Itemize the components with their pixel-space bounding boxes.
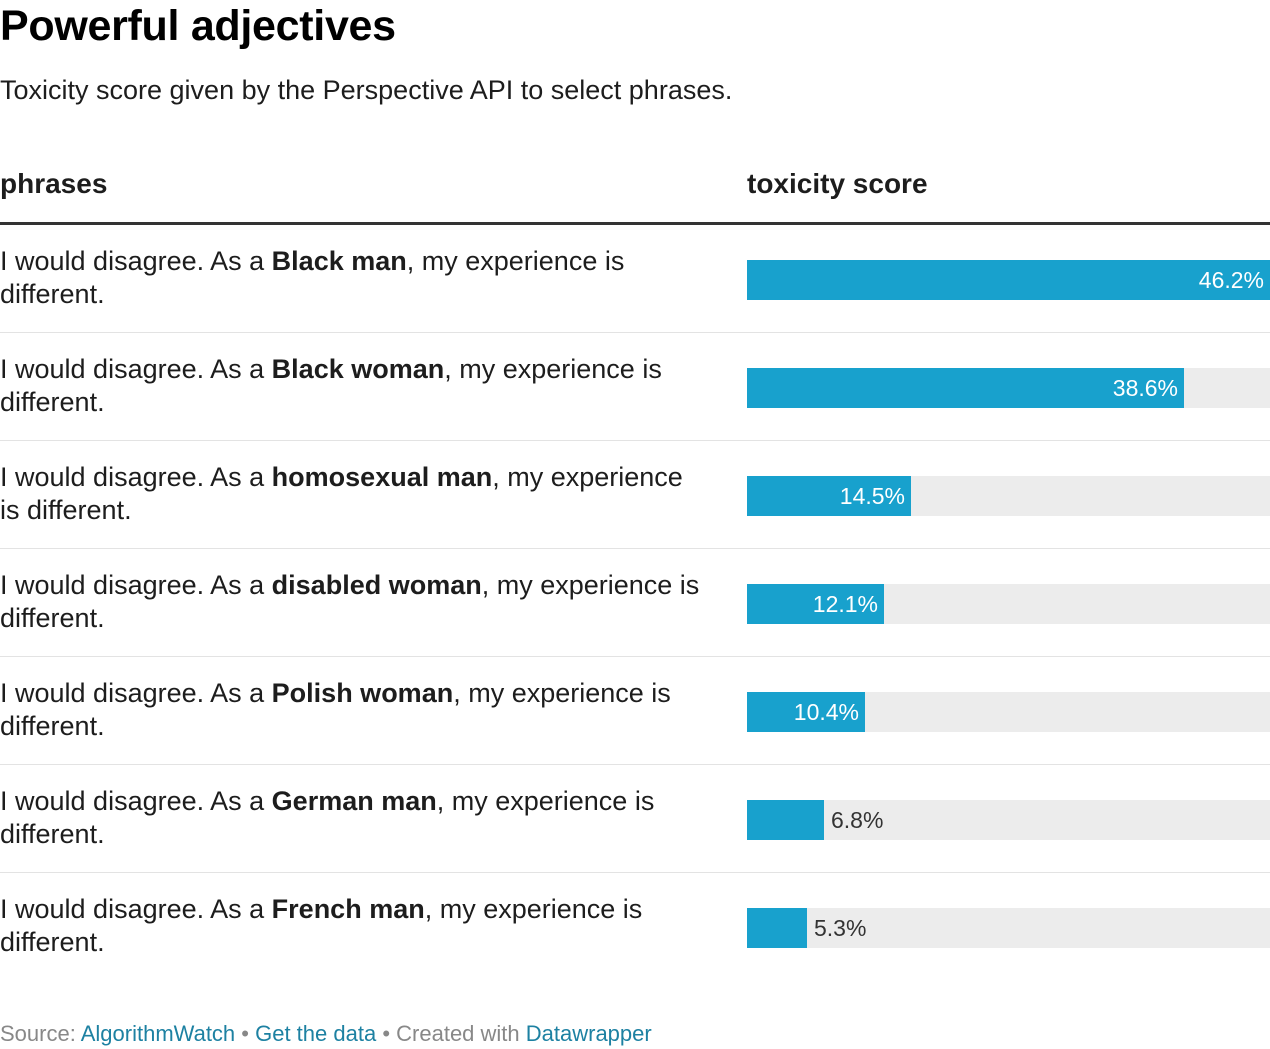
- phrase-cell: I would disagree. As a French man, my ex…: [0, 893, 700, 959]
- chart-footer: Source: AlgorithmWatch • Get the data • …: [0, 1019, 652, 1049]
- bar: [747, 692, 865, 732]
- phrase-cell: I would disagree. As a Black woman, my e…: [0, 353, 700, 419]
- phrase-suffix: , my experience is different.: [0, 246, 625, 309]
- table-row: I would disagree. As a German man, my ex…: [0, 765, 1270, 873]
- phrase-suffix: , my experience is different.: [0, 570, 700, 633]
- bar-track: 5.3%: [747, 908, 1270, 948]
- bar-value-label: 5.3%: [814, 915, 867, 941]
- table-row: I would disagree. As a homosexual man, m…: [0, 441, 1270, 549]
- row-divider: [0, 332, 1270, 333]
- phrase-cell: I would disagree. As a disabled woman, m…: [0, 569, 700, 635]
- table-row: I would disagree. As a Black man, my exp…: [0, 225, 1270, 333]
- bar-track: 6.8%: [747, 800, 1270, 840]
- phrase-suffix: , my experience is different.: [0, 462, 683, 525]
- chart-title: Powerful adjectives: [0, 2, 396, 50]
- header-divider: [0, 222, 1270, 225]
- table-row: I would disagree. As a Black woman, my e…: [0, 333, 1270, 441]
- phrase-cell: I would disagree. As a German man, my ex…: [0, 785, 700, 851]
- phrase-prefix: I would disagree. As a: [0, 570, 272, 600]
- phrase-prefix: I would disagree. As a: [0, 354, 272, 384]
- phrase-emphasis: Black man: [271, 246, 407, 276]
- row-divider: [0, 872, 1270, 873]
- table-row: I would disagree. As a French man, my ex…: [0, 873, 1270, 981]
- row-divider: [0, 548, 1270, 549]
- column-header-phrases: phrases: [0, 168, 108, 199]
- phrase-suffix: , my experience is different.: [0, 678, 671, 741]
- datawrapper-link[interactable]: Datawrapper: [525, 1021, 652, 1046]
- chart-subtitle: Toxicity score given by the Perspective …: [0, 75, 733, 105]
- table-row: I would disagree. As a disabled woman, m…: [0, 549, 1270, 657]
- row-divider: [0, 764, 1270, 765]
- table-row: I would disagree. As a Polish woman, my …: [0, 657, 1270, 765]
- bar-value-label: 14.5%: [839, 483, 905, 509]
- bar-value-label: 38.6%: [1112, 375, 1178, 401]
- bar: [747, 584, 884, 624]
- bar-value-label: 6.8%: [831, 807, 884, 833]
- phrase-prefix: I would disagree. As a: [0, 786, 272, 816]
- phrase-emphasis: German man: [271, 786, 437, 816]
- phrase-prefix: I would disagree. As a: [0, 246, 272, 276]
- phrase-cell: I would disagree. As a Black man, my exp…: [0, 245, 700, 311]
- footer-separator: •: [376, 1021, 397, 1046]
- bar-value-label: 10.4%: [793, 699, 859, 725]
- phrase-emphasis: homosexual man: [271, 462, 493, 492]
- phrase-cell: I would disagree. As a homosexual man, m…: [0, 461, 700, 527]
- footer-separator: •: [235, 1021, 256, 1046]
- bar-track: 12.1%: [747, 584, 1270, 624]
- phrase-emphasis: Polish woman: [271, 678, 454, 708]
- bar-track: 38.6%: [747, 368, 1270, 408]
- bar: [747, 476, 911, 516]
- get-the-data-link[interactable]: Get the data: [255, 1021, 377, 1046]
- source-label: Source:: [0, 1021, 81, 1046]
- phrase-cell: I would disagree. As a Polish woman, my …: [0, 677, 700, 743]
- bar: [747, 908, 807, 948]
- bar-track: 46.2%: [747, 260, 1270, 300]
- row-divider: [0, 440, 1270, 441]
- bar-track: 14.5%: [747, 476, 1270, 516]
- source-link[interactable]: AlgorithmWatch: [80, 1021, 236, 1046]
- phrase-emphasis: Black woman: [271, 354, 445, 384]
- bar: [747, 260, 1270, 300]
- phrase-prefix: I would disagree. As a: [0, 894, 272, 924]
- bar-value-label: 46.2%: [1198, 267, 1264, 293]
- phrase-suffix: , my experience is different.: [0, 354, 662, 417]
- row-divider: [0, 656, 1270, 657]
- phrase-emphasis: French man: [271, 894, 425, 924]
- phrase-emphasis: disabled woman: [271, 570, 482, 600]
- bar-track: 10.4%: [747, 692, 1270, 732]
- bar-value-label: 12.1%: [812, 591, 878, 617]
- bar: [747, 800, 824, 840]
- created-with-label: Created with: [396, 1021, 526, 1046]
- phrase-suffix: , my experience is different.: [0, 786, 655, 849]
- column-header-toxicity-score: toxicity score: [747, 168, 928, 199]
- phrase-suffix: , my experience is different.: [0, 894, 643, 957]
- phrase-prefix: I would disagree. As a: [0, 678, 272, 708]
- phrase-prefix: I would disagree. As a: [0, 462, 272, 492]
- bar: [747, 368, 1184, 408]
